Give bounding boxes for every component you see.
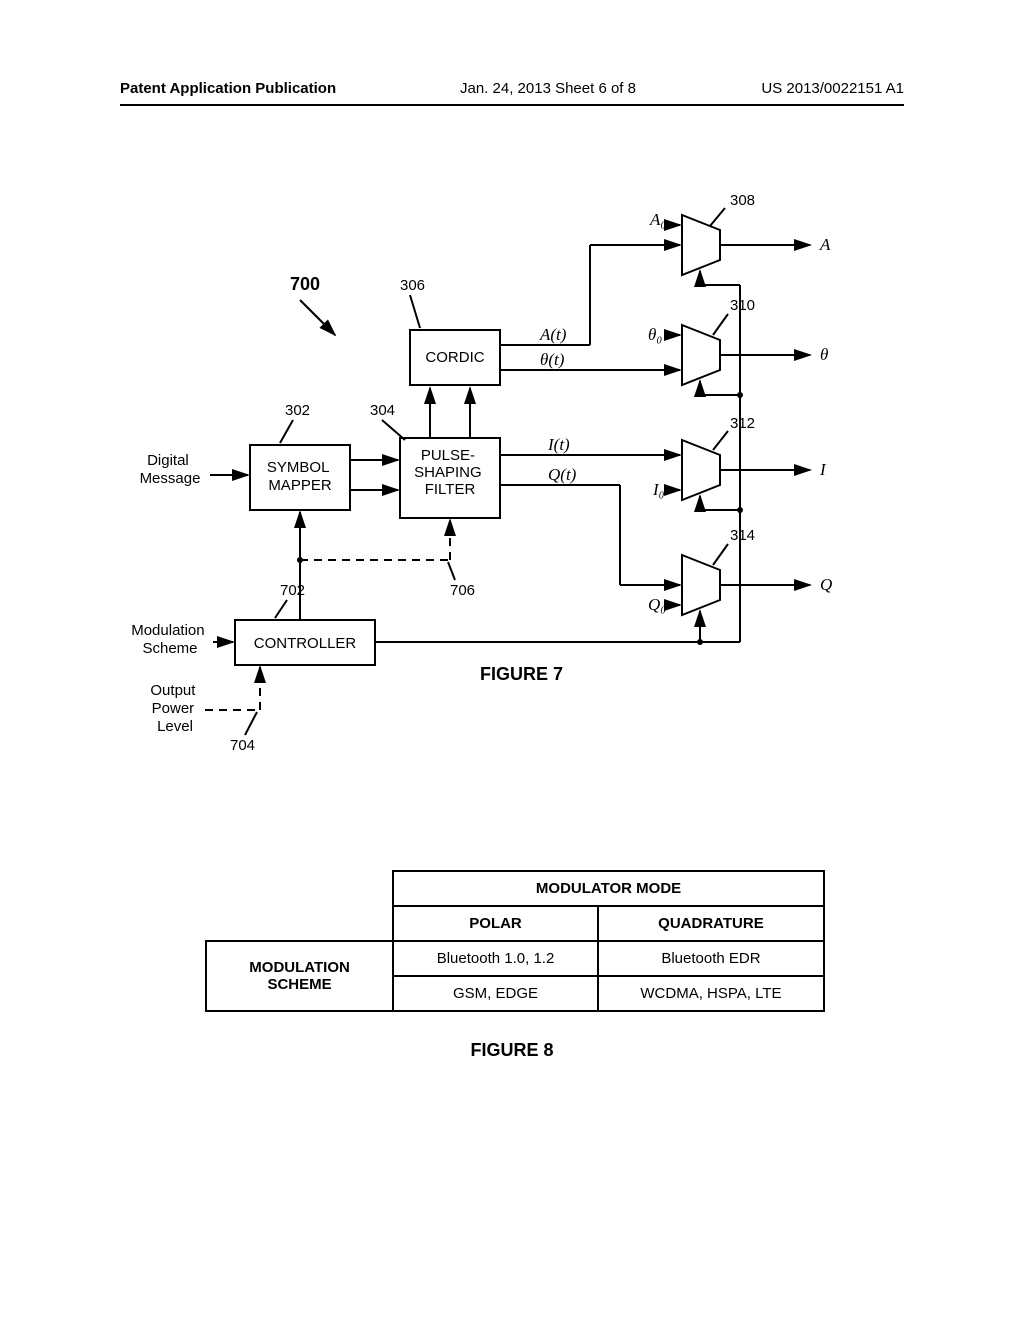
figure-7-diagram: 700 Digital Message SYMBOL MAPPER 302 xyxy=(120,190,904,770)
header-right: US 2013/0022151 A1 xyxy=(761,80,904,97)
ref-308-line xyxy=(710,208,725,226)
figure-7-title: FIGURE 7 xyxy=(480,664,563,684)
ref-302: 302 xyxy=(285,402,310,419)
digital-message-label: Digital Message xyxy=(140,452,201,487)
table-cell-r2c2: WCDMA, HSPA, LTE xyxy=(598,976,824,1011)
mux-q-in0: Q₀ xyxy=(648,595,666,614)
ref-304-line xyxy=(382,420,405,440)
mux-i-out-label: I xyxy=(819,460,827,479)
figure-8-title: FIGURE 8 xyxy=(0,1040,1024,1061)
ref-308: 308 xyxy=(730,192,755,209)
ref-304: 304 xyxy=(370,402,395,419)
table-rowheader-modulation-scheme: MODULATIONSCHEME xyxy=(206,941,393,1011)
ref-702-line xyxy=(275,600,287,618)
figure-8-table: MODULATOR MODE POLAR QUADRATURE MODULATI… xyxy=(205,870,825,1012)
ref-310-line xyxy=(713,314,728,335)
controller-text: CONTROLLER xyxy=(254,635,357,652)
signal-thetat: θ(t) xyxy=(540,350,565,369)
mux-a-in0: A₀ xyxy=(649,210,666,229)
ref-312: 312 xyxy=(730,415,755,432)
signal-qt: Q(t) xyxy=(548,465,577,484)
page: Patent Application Publication Jan. 24, … xyxy=(0,0,1024,1320)
table-cell-r1c2: Bluetooth EDR xyxy=(598,941,824,976)
table-cell-r1c1: Bluetooth 1.0, 1.2 xyxy=(393,941,598,976)
table-col-quadrature: QUADRATURE xyxy=(598,906,824,941)
table-header-modulator-mode: MODULATOR MODE xyxy=(393,871,824,906)
page-header: Patent Application Publication Jan. 24, … xyxy=(120,80,904,106)
header-left: Patent Application Publication xyxy=(120,80,336,97)
mux-a xyxy=(682,215,720,275)
signal-at: A(t) xyxy=(539,325,567,344)
cordic-text: CORDIC xyxy=(425,349,484,366)
ref-704: 704 xyxy=(230,737,255,754)
mux-a-out-label: A xyxy=(819,235,831,254)
ref-314: 314 xyxy=(730,527,755,544)
output-power-label: Output Power Level xyxy=(150,682,199,735)
ref-706: 706 xyxy=(450,582,475,599)
ref-706-line xyxy=(448,562,455,580)
ref-302-line xyxy=(280,420,293,443)
ref-306: 306 xyxy=(400,277,425,294)
table-col-polar: POLAR xyxy=(393,906,598,941)
ref-702: 702 xyxy=(280,582,305,599)
modulation-scheme-label: Modulation Scheme xyxy=(131,622,209,657)
ref-704-line xyxy=(245,712,257,735)
pulse-shaping-filter-text: PULSE- SHAPING FILTER xyxy=(414,447,486,498)
table-cell-r2c1: GSM, EDGE xyxy=(393,976,598,1011)
mux-theta-out-label: θ xyxy=(820,345,828,364)
mux-i-in0: I₀ xyxy=(652,480,665,499)
diagram-svg: 700 Digital Message SYMBOL MAPPER 302 xyxy=(120,190,904,770)
signal-it: I(t) xyxy=(547,435,570,454)
ref-312-line xyxy=(713,431,728,450)
mux-theta-in0: θ₀ xyxy=(648,325,662,344)
header-middle: Jan. 24, 2013 Sheet 6 of 8 xyxy=(460,80,636,97)
ref-306-line xyxy=(410,295,420,328)
ref-arrow-700 xyxy=(300,300,335,335)
mux-q-out-label: Q xyxy=(820,575,832,594)
ref-314-line xyxy=(713,544,728,565)
symbol-mapper-text: SYMBOL MAPPER xyxy=(267,459,333,494)
system-ref-label: 700 xyxy=(290,274,320,294)
ref-310: 310 xyxy=(730,297,755,314)
